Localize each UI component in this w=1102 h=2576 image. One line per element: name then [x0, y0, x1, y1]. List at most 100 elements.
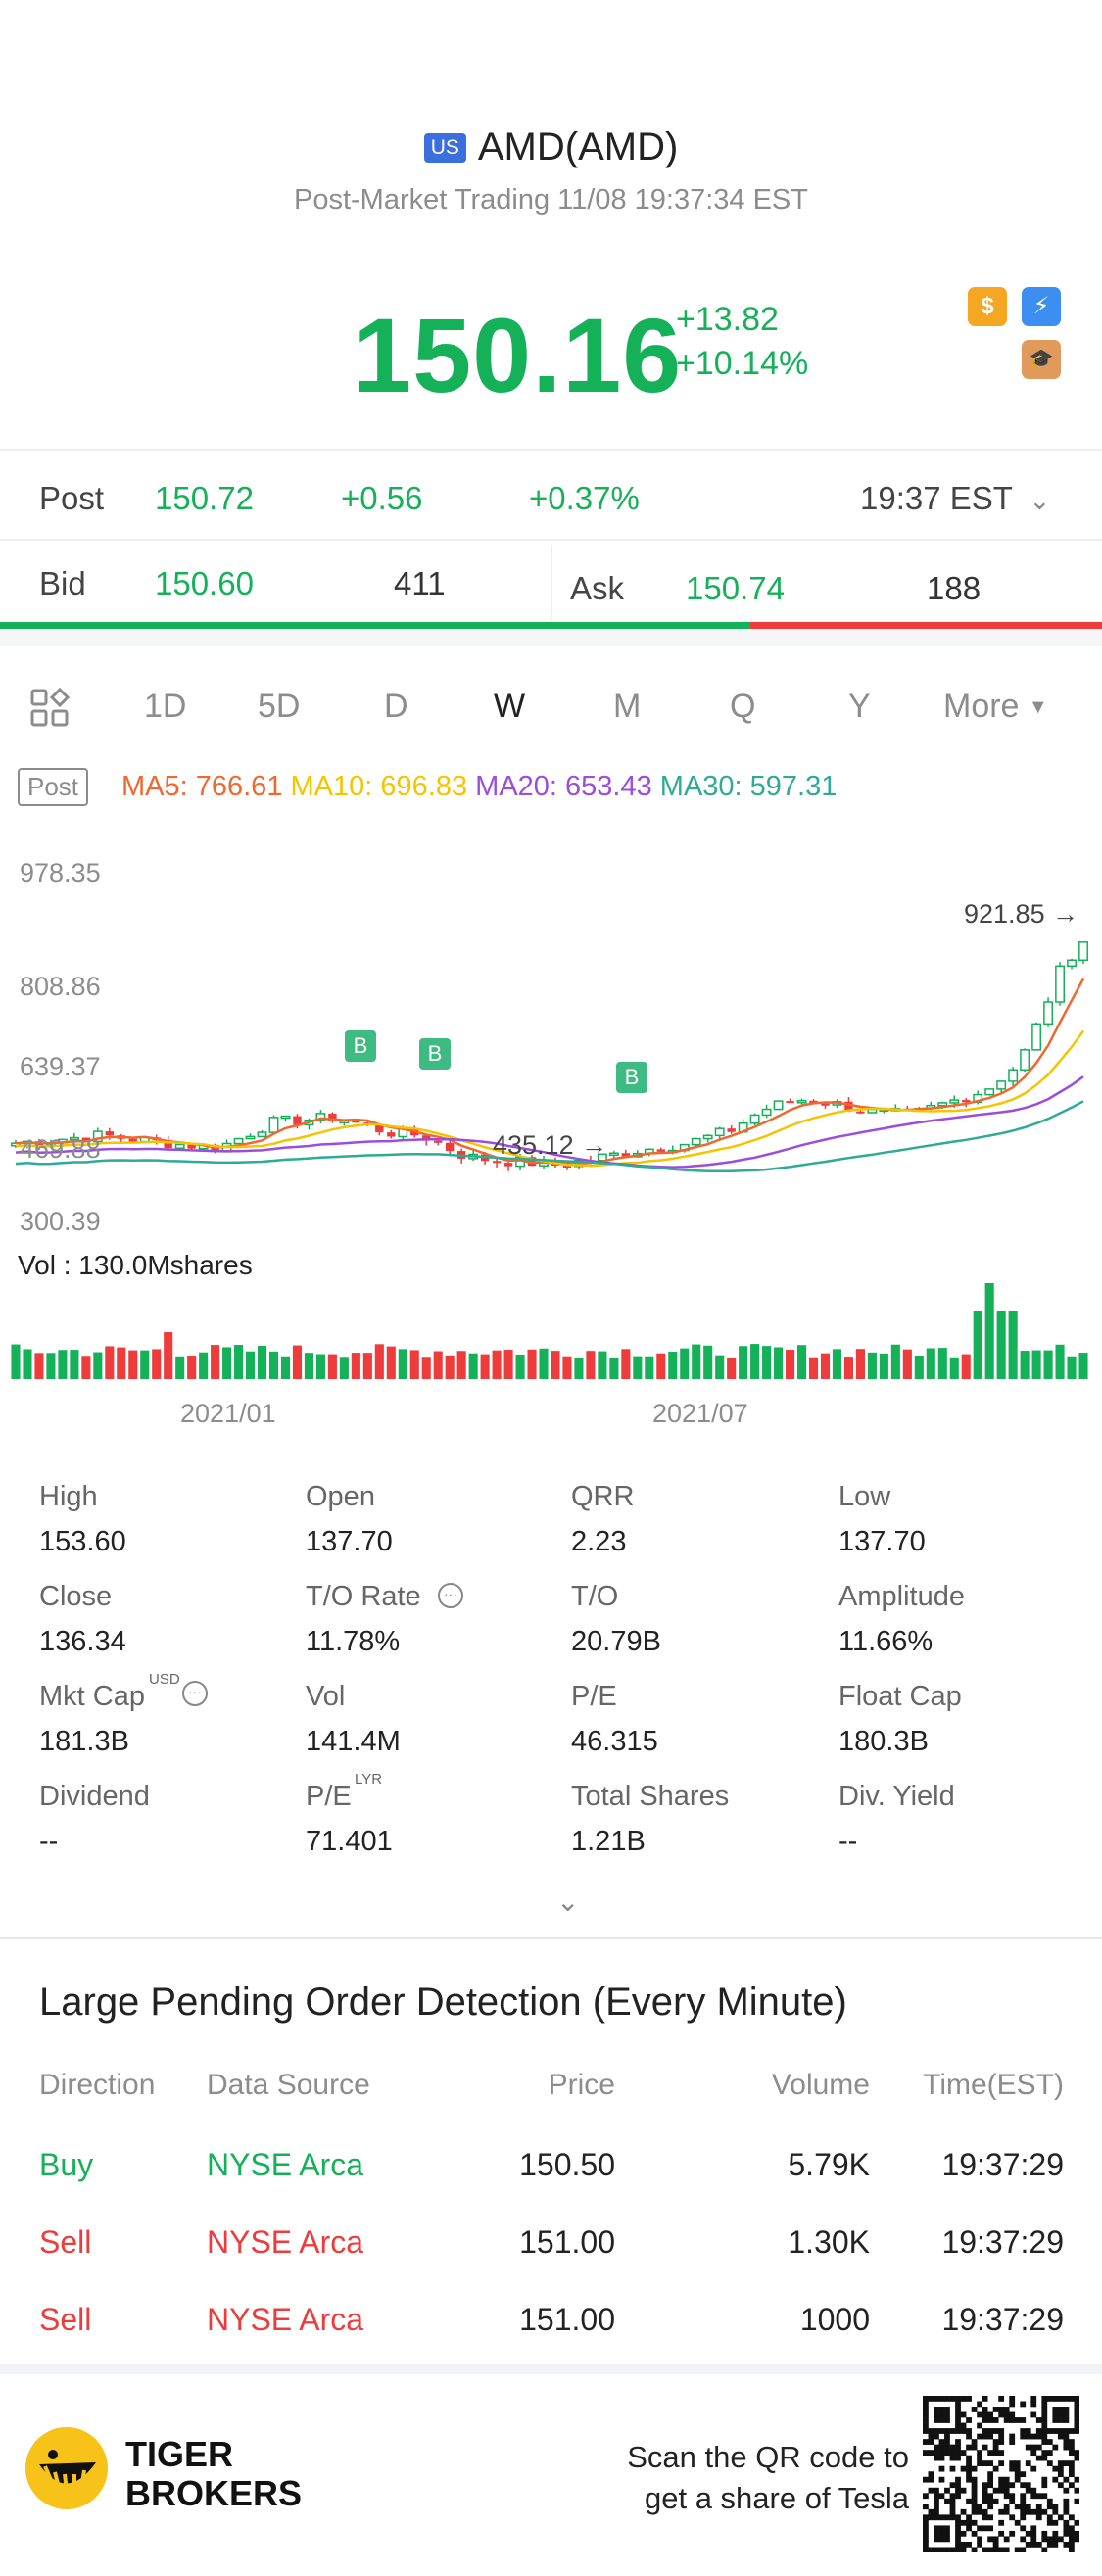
qr-module — [1009, 2417, 1016, 2423]
qr-module — [1030, 2536, 1037, 2543]
candlestick-chart[interactable] — [0, 842, 1102, 1430]
qr-module — [934, 2444, 939, 2451]
qr-module — [1009, 2493, 1016, 2500]
moving-average-lines — [15, 978, 1085, 1173]
volume-bars — [11, 1283, 1088, 1379]
qr-module — [1068, 2547, 1075, 2552]
order-time: 19:37:29 — [941, 2147, 1064, 2182]
volume-bar — [128, 1350, 138, 1379]
qr-module — [998, 2482, 1005, 2489]
candle — [503, 1163, 513, 1167]
volume-bar — [1067, 1356, 1077, 1379]
qr-module — [1003, 2482, 1010, 2489]
qr-module — [1057, 2460, 1064, 2467]
qr-module — [923, 2476, 929, 2483]
qr-module — [1025, 2482, 1031, 2489]
qr-module — [1020, 2482, 1027, 2489]
volume-bar — [34, 1353, 44, 1379]
qr-module — [987, 2450, 994, 2456]
qr-module — [982, 2482, 988, 2489]
post-time[interactable]: 19:37 EST ⌄ — [860, 480, 1050, 517]
candle — [656, 1149, 665, 1152]
buy-marker[interactable]: B — [345, 1030, 376, 1062]
qr-module — [1057, 2482, 1064, 2489]
tab-more[interactable]: More ▼ — [943, 688, 1048, 726]
qr-module — [938, 2536, 945, 2543]
qr-module — [928, 2428, 934, 2434]
qr-module — [1046, 2450, 1053, 2456]
qr-module — [1074, 2519, 1079, 2526]
qr-module — [1020, 2401, 1027, 2408]
qr-module — [960, 2547, 967, 2552]
qr-module — [982, 2547, 988, 2552]
qr-module — [998, 2411, 1005, 2418]
tab-q[interactable]: Q — [730, 688, 756, 725]
volume-bar — [843, 1357, 853, 1379]
qr-module — [1014, 2519, 1021, 2526]
qr-module — [987, 2471, 994, 2478]
candle — [1078, 941, 1088, 962]
volume-bar — [727, 1357, 737, 1379]
tab-w[interactable]: W — [494, 688, 526, 725]
qr-module — [977, 2504, 982, 2510]
qr-module — [955, 2530, 961, 2537]
info-icon[interactable]: ··· — [438, 1583, 463, 1608]
qr-module — [1057, 2465, 1064, 2472]
order-source: NYSE Arca — [207, 2302, 364, 2337]
candle — [174, 1143, 185, 1149]
qr-module — [1009, 2498, 1016, 2504]
candle — [422, 1135, 431, 1141]
qr-module — [1003, 2476, 1010, 2483]
tab-d[interactable]: D — [384, 688, 408, 725]
qr-module — [998, 2460, 1005, 2467]
qr-module — [949, 2444, 956, 2451]
tab-5d[interactable]: 5D — [258, 688, 301, 725]
qr-module — [955, 2482, 961, 2489]
market-badge: US — [423, 133, 466, 163]
volume-bar — [1043, 1350, 1053, 1379]
buy-marker[interactable]: B — [616, 1062, 647, 1093]
tab-1d[interactable]: 1D — [144, 688, 187, 725]
qr-module — [987, 2433, 994, 2440]
col-direction: Direction — [39, 2069, 156, 2101]
qr-module — [938, 2450, 945, 2456]
qr-module — [1068, 2514, 1075, 2521]
order-price: 151.00 — [519, 2302, 615, 2337]
buy-marker[interactable]: B — [419, 1038, 451, 1070]
tab-m[interactable]: M — [613, 688, 642, 725]
qr-module — [944, 2428, 950, 2434]
stat-value: -- — [39, 1826, 59, 1857]
layout-grid-icon[interactable] — [29, 687, 71, 729]
stat-value: 136.34 — [39, 1626, 126, 1657]
ask-size: 188 — [927, 570, 982, 606]
tab-y[interactable]: Y — [848, 688, 871, 725]
qr-module — [1063, 2460, 1070, 2467]
lightning-icon[interactable]: ⚡ — [1022, 287, 1061, 326]
expand-chevron-icon[interactable]: ⌄ — [556, 1886, 580, 1917]
stat-label: Dividend — [39, 1781, 150, 1812]
candle — [773, 1100, 784, 1111]
qr-module — [1074, 2455, 1079, 2461]
qr-module — [923, 2450, 929, 2456]
qr-module — [944, 2439, 950, 2445]
qr-module — [928, 2439, 934, 2445]
tab-more-label: More — [943, 688, 1020, 725]
qr-module — [1014, 2504, 1021, 2510]
info-icon[interactable]: ··· — [182, 1681, 208, 1706]
qr-module — [944, 2407, 950, 2412]
graduation-cap-icon[interactable]: 🎓 — [1022, 340, 1061, 379]
qr-module — [1068, 2482, 1075, 2489]
qr-module — [1041, 2493, 1048, 2500]
qr-module — [998, 2487, 1005, 2494]
dollar-icon[interactable]: $ — [968, 287, 1007, 326]
qr-module — [960, 2530, 967, 2537]
qr-module — [944, 2433, 950, 2440]
order-direction: Sell — [39, 2224, 92, 2260]
qr-module — [1068, 2471, 1075, 2478]
stat-value: 180.3B — [838, 1726, 929, 1757]
qr-module — [977, 2401, 982, 2408]
qr-module — [1074, 2396, 1079, 2402]
qr-module — [955, 2428, 961, 2434]
qr-module — [955, 2444, 961, 2451]
volume-bar — [362, 1353, 372, 1379]
